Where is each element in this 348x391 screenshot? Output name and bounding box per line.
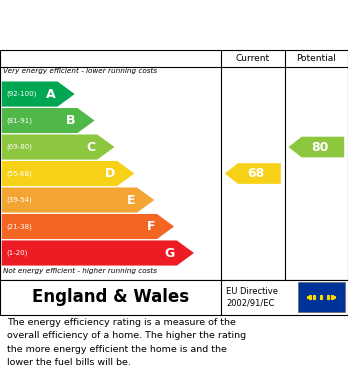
Text: (55-68): (55-68) <box>6 170 32 177</box>
Text: Not energy efficient - higher running costs: Not energy efficient - higher running co… <box>3 268 158 274</box>
Text: F: F <box>147 220 155 233</box>
Text: B: B <box>66 114 76 127</box>
Text: (69-80): (69-80) <box>6 144 32 150</box>
Text: EU Directive: EU Directive <box>226 287 278 296</box>
Bar <box>298 282 345 312</box>
Text: (21-38): (21-38) <box>6 223 32 230</box>
Text: (1-20): (1-20) <box>6 250 27 256</box>
Text: Potential: Potential <box>296 54 336 63</box>
Polygon shape <box>2 81 75 107</box>
Text: Energy Efficiency Rating: Energy Efficiency Rating <box>10 18 220 32</box>
Text: Current: Current <box>236 54 270 63</box>
Text: Very energy efficient - lower running costs: Very energy efficient - lower running co… <box>3 68 158 74</box>
Polygon shape <box>2 187 154 213</box>
Polygon shape <box>2 214 174 239</box>
Text: England & Wales: England & Wales <box>32 288 189 306</box>
Text: (92-100): (92-100) <box>6 91 36 97</box>
Text: C: C <box>86 140 96 154</box>
Polygon shape <box>2 161 134 186</box>
Text: 80: 80 <box>311 140 329 154</box>
Text: E: E <box>127 194 135 206</box>
Polygon shape <box>225 163 281 184</box>
Text: A: A <box>46 88 56 100</box>
Text: D: D <box>105 167 116 180</box>
Text: (39-54): (39-54) <box>6 197 32 203</box>
Text: G: G <box>165 246 175 260</box>
Polygon shape <box>2 108 95 133</box>
Polygon shape <box>2 240 194 265</box>
Polygon shape <box>2 135 114 160</box>
Text: 2002/91/EC: 2002/91/EC <box>226 299 275 308</box>
Text: (81-91): (81-91) <box>6 117 32 124</box>
Text: The energy efficiency rating is a measure of the
overall efficiency of a home. T: The energy efficiency rating is a measur… <box>7 318 246 367</box>
Text: 68: 68 <box>248 167 265 180</box>
Polygon shape <box>288 137 344 157</box>
